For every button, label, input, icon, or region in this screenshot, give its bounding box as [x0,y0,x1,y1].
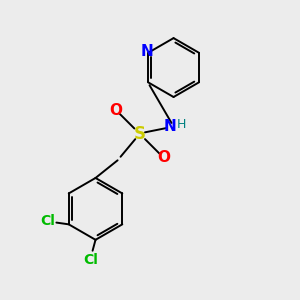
Text: O: O [110,103,123,118]
Text: Cl: Cl [84,253,98,266]
Text: O: O [157,150,170,165]
Text: S: S [134,125,146,143]
Text: H: H [176,118,186,131]
Text: N: N [164,119,176,134]
Text: N: N [140,44,153,59]
Text: Cl: Cl [41,214,56,228]
